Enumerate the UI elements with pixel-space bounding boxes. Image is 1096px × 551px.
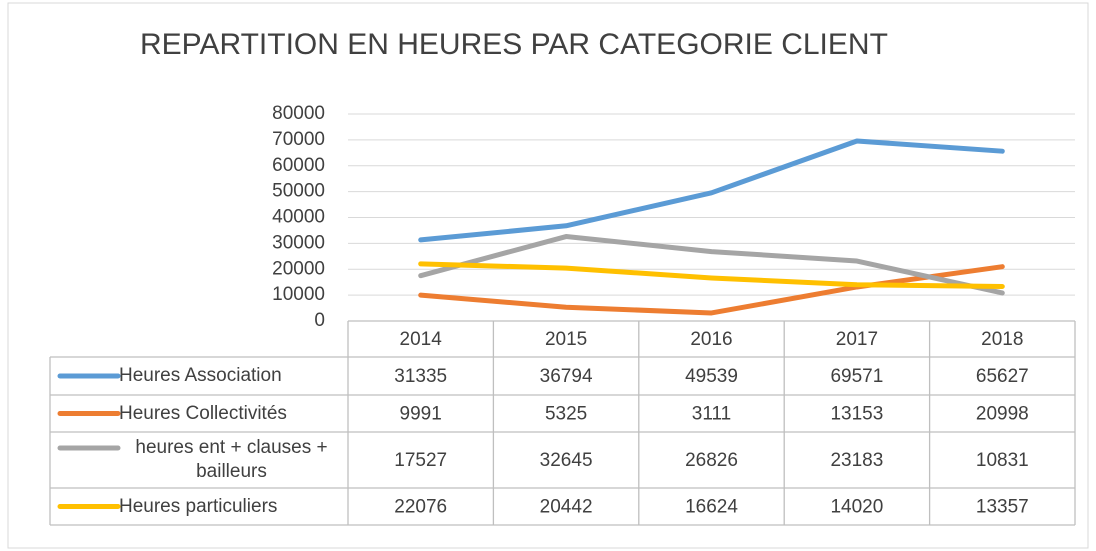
table-value: 13357 xyxy=(976,497,1029,518)
y-tick-label: 40000 xyxy=(272,207,325,228)
series-line xyxy=(418,138,1005,243)
legend-label: Heures particuliers xyxy=(119,495,278,517)
x-tick-label: 2018 xyxy=(981,329,1023,350)
series-line xyxy=(418,261,1005,289)
table-value: 23183 xyxy=(830,450,883,471)
series-line xyxy=(418,264,1005,316)
table-value: 22076 xyxy=(394,497,447,518)
legend-label: heures ent + clauses + bailleurs xyxy=(135,437,328,482)
table-value: 20442 xyxy=(540,497,593,518)
series-line xyxy=(418,234,1005,296)
table-value: 17527 xyxy=(394,450,447,471)
table-value: 5325 xyxy=(545,404,587,425)
chart-title: REPARTITION EN HEURES PAR CATEGORIE CLIE… xyxy=(140,28,888,61)
table-value: 36794 xyxy=(540,366,593,387)
y-tick-label: 60000 xyxy=(272,155,325,176)
table-value: 16624 xyxy=(685,497,738,518)
legend-label: Heures Collectivités xyxy=(119,402,287,424)
y-tick-label: 0 xyxy=(314,310,325,331)
legend-label-box: Heures particuliers xyxy=(119,495,278,517)
chart-border xyxy=(7,2,1089,549)
table-value: 13153 xyxy=(830,404,883,425)
y-tick-label: 30000 xyxy=(272,232,325,253)
x-tick-label: 2014 xyxy=(400,329,443,350)
y-tick-label: 70000 xyxy=(272,129,325,150)
table-value: 20998 xyxy=(976,404,1029,425)
legend-label-box: Heures Collectivités xyxy=(119,402,287,424)
table-value: 65627 xyxy=(976,366,1029,387)
x-tick-label: 2017 xyxy=(836,329,878,350)
table-value: 3111 xyxy=(692,404,731,425)
table-value: 49539 xyxy=(685,366,738,387)
table-value: 14020 xyxy=(830,497,883,518)
y-tick-label: 50000 xyxy=(272,181,325,202)
y-tick-label: 10000 xyxy=(272,284,325,305)
table-value: 9991 xyxy=(400,404,442,425)
table-value: 10831 xyxy=(976,450,1029,471)
legend-label-box: heures ent + clauses + bailleurs xyxy=(135,437,328,482)
table-value: 32645 xyxy=(540,450,593,471)
x-tick-label: 2015 xyxy=(545,329,587,350)
legend-label-box: Heures Association xyxy=(119,365,282,386)
legend-label: Heures Association xyxy=(119,365,282,386)
table-value: 69571 xyxy=(830,366,883,387)
y-tick-label: 20000 xyxy=(272,258,325,279)
x-tick-label: 2016 xyxy=(690,329,732,350)
y-tick-label: 80000 xyxy=(272,103,325,124)
table-value: 26826 xyxy=(685,450,738,471)
table-value: 31335 xyxy=(394,366,447,387)
